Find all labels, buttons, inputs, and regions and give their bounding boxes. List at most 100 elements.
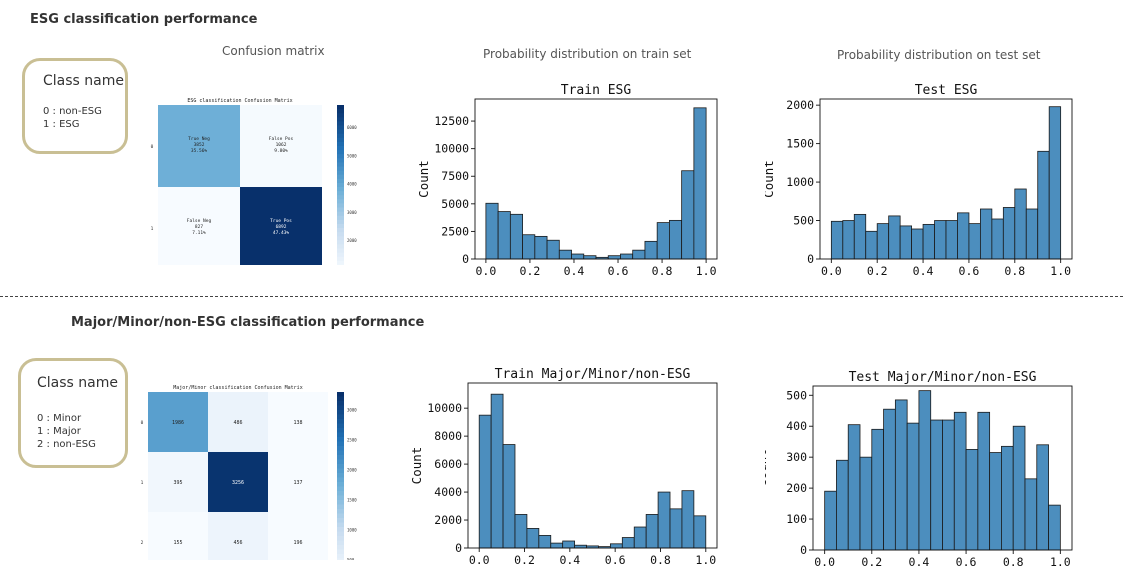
histogram-bar <box>538 535 552 549</box>
colorbar-segment <box>337 158 344 163</box>
y-tick-label: 10000 <box>427 401 462 415</box>
cell-label: True Neg <box>188 136 210 142</box>
y-tick-label: 0 <box>800 543 807 557</box>
colorbar-segment <box>337 141 344 147</box>
y-axis-label: Count <box>410 447 424 485</box>
histogram-bar <box>514 514 528 549</box>
x-tick-label: 0.8 <box>1003 555 1024 569</box>
cell-value: 1986 <box>172 420 184 426</box>
y-tick-label: 100 <box>786 512 807 526</box>
histogram-bar <box>1001 445 1014 551</box>
colorbar-segment <box>337 527 344 532</box>
colorbar-tick-label: 5000 <box>347 153 357 158</box>
colorbar-segment <box>337 468 344 474</box>
colorbar-segment <box>337 419 344 424</box>
cell-label: 1062 <box>276 142 287 148</box>
x-tick-label: 0.0 <box>821 264 842 278</box>
colorbar-segment <box>337 410 344 415</box>
histogram-bar <box>836 459 849 551</box>
matrix-cell <box>158 187 240 265</box>
y-tick-label: 4000 <box>434 485 462 499</box>
colorbar-segment <box>337 236 344 241</box>
histogram-bar <box>899 225 913 260</box>
cell-value: 196 <box>293 540 302 546</box>
histogram-bar <box>934 220 947 260</box>
x-tick-label: 0.4 <box>559 553 580 567</box>
x-tick-label: 0.2 <box>514 553 535 567</box>
cell-label: 47.43% <box>273 230 290 236</box>
colorbar-segment <box>337 228 344 233</box>
row-tick-label: 2 <box>141 540 144 546</box>
histogram-bar <box>558 249 572 260</box>
colorbar-segment <box>337 446 344 451</box>
histogram-bar <box>609 543 623 549</box>
cell-label: 9.80% <box>274 148 288 154</box>
colorbar-segment <box>337 129 344 135</box>
histogram-bar <box>859 456 873 551</box>
histogram-bar <box>957 212 970 260</box>
colorbar-segment <box>337 482 344 487</box>
histogram-test-major-minor: Test Major/Minor/non-ESG 0 100 200 300 400 500… <box>765 370 1073 569</box>
histogram-bar <box>911 228 924 260</box>
section-1-title: ESG classification performance <box>30 12 258 27</box>
x-tick-label: 0.6 <box>959 264 980 278</box>
histogram-bar <box>824 490 837 551</box>
colorbar-tick-label: 4000 <box>347 182 357 187</box>
colorbar-segment <box>337 170 344 176</box>
cell-value: 3256 <box>232 480 244 486</box>
matrix-cell <box>148 452 208 512</box>
cell-value: 486 <box>233 420 242 426</box>
y-tick-label: 0 <box>807 252 814 266</box>
histogram-bar <box>865 230 878 260</box>
colorbar-segment <box>337 178 344 184</box>
colorbar-segment <box>337 536 344 541</box>
cell-label: False Pos <box>269 136 294 142</box>
cell-value: 137 <box>293 480 302 486</box>
cell-label: 827 <box>195 224 203 230</box>
colorbar-segment <box>337 464 344 469</box>
colorbar-segment <box>337 223 344 229</box>
histogram-bar <box>906 422 920 551</box>
histogram-bar <box>522 234 536 260</box>
colorbar-tick-label: 6000 <box>347 125 357 130</box>
x-tick-label: 0.8 <box>652 264 673 278</box>
colorbar-segment <box>337 150 344 155</box>
colorbar-segment <box>337 244 344 249</box>
cell-label: True Pos <box>270 218 292 224</box>
histogram-bar <box>977 411 991 551</box>
chart-title: Test Major/Minor/non-ESG <box>849 370 1037 385</box>
histogram-bar <box>979 208 993 260</box>
histogram-test-esg: Test ESG 0 500 1000 1500 2000 0.0 0.2 0.4 0.6 0.8 1… <box>765 83 1073 278</box>
histogram-bar <box>1012 425 1026 551</box>
chart-title: Test ESG <box>915 83 978 98</box>
x-tick-label: 0.2 <box>867 264 888 278</box>
colorbar-segment <box>337 549 344 555</box>
histogram-bar <box>502 444 516 549</box>
legend-line: 2 : non-ESG <box>37 439 96 450</box>
y-tick-label: 5000 <box>441 197 469 211</box>
colorbar-segment <box>337 495 344 501</box>
matrix-cell <box>208 452 268 512</box>
histogram-bar <box>1002 207 1016 260</box>
x-tick-label: 1.0 <box>1050 264 1071 278</box>
y-tick-label: 10000 <box>434 142 469 156</box>
y-tick-label: 400 <box>786 419 807 433</box>
histogram-bar <box>681 490 695 549</box>
y-tick-label: 500 <box>793 214 814 228</box>
colorbar-tick-label: 2500 <box>347 438 357 443</box>
caption-test-distribution: Probability distribution on test set <box>837 48 1041 62</box>
histogram-bar <box>632 249 646 260</box>
colorbar-segment <box>337 531 344 537</box>
histogram-bar <box>991 218 1004 260</box>
histogram-bar <box>871 428 884 551</box>
colorbar-segment <box>337 459 344 465</box>
colorbar-segment <box>337 232 344 237</box>
cell-value: 138 <box>293 420 302 426</box>
histogram-bar <box>953 411 967 551</box>
colorbar-tick-label: 3000 <box>347 408 357 413</box>
y-tick-label: 1500 <box>786 137 814 151</box>
colorbar-segment <box>337 486 344 492</box>
plot-frame <box>474 98 718 260</box>
caption-confusion-matrix: Confusion matrix <box>222 44 325 58</box>
colorbar-tick-label: 2000 <box>347 468 357 473</box>
